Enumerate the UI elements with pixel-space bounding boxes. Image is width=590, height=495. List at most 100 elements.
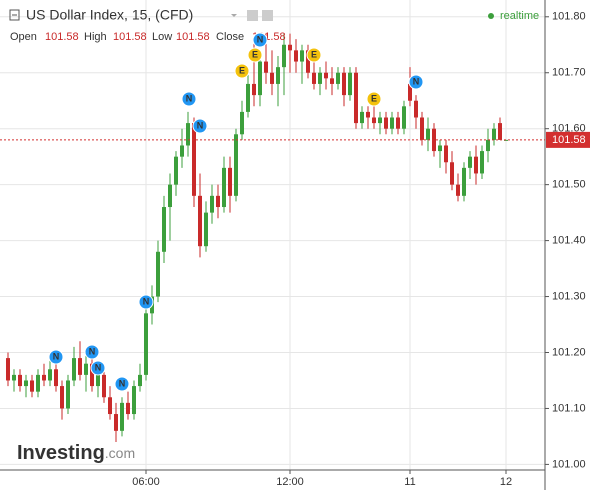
dropdown-icon[interactable]: [231, 14, 237, 17]
event-marker[interactable]: [408, 74, 424, 90]
candle-body: [450, 162, 454, 185]
candle-body: [78, 358, 82, 375]
realtime-label: realtime: [500, 10, 539, 22]
y-tick-label: 101.20: [552, 346, 586, 358]
candle-body: [330, 78, 334, 84]
candle-body: [348, 72, 352, 96]
y-tick-label: 101.30: [552, 290, 586, 302]
candle-body: [246, 83, 250, 112]
last-price-label: 101.58: [552, 134, 586, 146]
candle-body: [408, 83, 412, 101]
event-label: N: [53, 351, 60, 361]
x-tick-label: 12:00: [276, 476, 304, 488]
candle-body: [132, 386, 136, 415]
candle-body: [36, 374, 40, 392]
logo-name: Investing: [17, 442, 105, 464]
candle-body: [12, 374, 16, 381]
event-marker[interactable]: [234, 63, 250, 79]
candle-body: [270, 72, 274, 84]
low-label: Low: [152, 31, 172, 43]
candle-body: [96, 374, 100, 387]
event-markers: N N N N N N N E E N E E N: [48, 32, 424, 392]
candle-body: [186, 123, 190, 146]
candle-body: [396, 117, 400, 129]
candle-body: [18, 374, 22, 387]
event-marker[interactable]: [252, 32, 268, 48]
candle-body: [372, 117, 376, 124]
event-label: E: [252, 49, 258, 59]
logo-suffix: .com: [105, 445, 135, 461]
event-label: E: [239, 65, 245, 75]
event-label: E: [311, 49, 317, 59]
event-label: E: [371, 93, 377, 103]
candle-body: [300, 50, 304, 62]
symbol-title: US Dollar Index, 15, (CFD): [26, 7, 193, 23]
candle-body: [312, 72, 316, 84]
candle-body: [366, 111, 370, 118]
close-label: Close: [216, 31, 244, 43]
candle-body: [438, 145, 442, 152]
x-tick-label: 12: [500, 476, 512, 488]
close-icon[interactable]: [262, 10, 273, 21]
candle-body: [54, 369, 58, 387]
candle-body: [492, 128, 496, 140]
event-marker[interactable]: [192, 118, 208, 134]
candle-body: [258, 61, 262, 96]
candle-body: [192, 123, 196, 196]
event-marker[interactable]: [90, 360, 106, 376]
realtime-dot: [488, 13, 494, 19]
candle-body: [198, 195, 202, 247]
candle-body: [468, 156, 472, 168]
logo: Investing.com: [17, 442, 135, 464]
candle-body: [174, 156, 178, 185]
y-tick-label: 101.00: [552, 458, 586, 470]
candle-body: [216, 195, 220, 208]
candle-body: [336, 72, 340, 84]
high-label: High: [84, 31, 107, 43]
event-marker[interactable]: [247, 47, 263, 63]
candle-body: [306, 50, 310, 73]
event-marker[interactable]: [48, 349, 64, 365]
settings-icon[interactable]: [247, 10, 258, 21]
event-marker[interactable]: [366, 91, 382, 107]
y-tick-label: 101.40: [552, 235, 586, 247]
high-value: 101.58: [113, 31, 147, 43]
candle-body: [162, 207, 166, 252]
y-tick-label: 101.60: [552, 123, 586, 135]
event-label: N: [197, 120, 204, 130]
candle-body: [234, 134, 238, 196]
candle-body: [6, 358, 10, 381]
candle-body: [24, 380, 28, 387]
event-label: N: [413, 76, 420, 86]
event-marker[interactable]: [114, 376, 130, 392]
candle-body: [210, 195, 214, 213]
candle-body: [474, 156, 478, 174]
candle-body: [156, 251, 160, 297]
candle-body: [84, 363, 88, 375]
event-marker[interactable]: [84, 344, 100, 360]
candle-body: [48, 369, 52, 381]
x-tick-label: 11: [404, 476, 415, 488]
candle-body: [354, 72, 358, 124]
event-marker[interactable]: [306, 47, 322, 63]
event-marker[interactable]: [138, 294, 154, 310]
candle-body: [30, 380, 34, 392]
candle-body: [204, 212, 208, 247]
candle-body: [282, 44, 286, 68]
candle-body: [444, 145, 448, 163]
candle-body: [342, 72, 346, 96]
collapse-icon[interactable]: [9, 9, 20, 21]
candle-body: [402, 106, 406, 129]
candle-body: [414, 100, 418, 118]
candle-body: [126, 402, 130, 415]
candle-body: [102, 374, 106, 398]
candle-body: [222, 167, 226, 208]
candle-body: [264, 61, 268, 73]
low-value: 101.58: [176, 31, 210, 43]
x-tick-label: 06:00: [132, 476, 160, 488]
event-label: N: [95, 362, 102, 372]
event-marker[interactable]: [181, 91, 197, 107]
ohlc-legend: Open 101.58 High 101.58 Low 101.58 Close…: [10, 31, 286, 43]
